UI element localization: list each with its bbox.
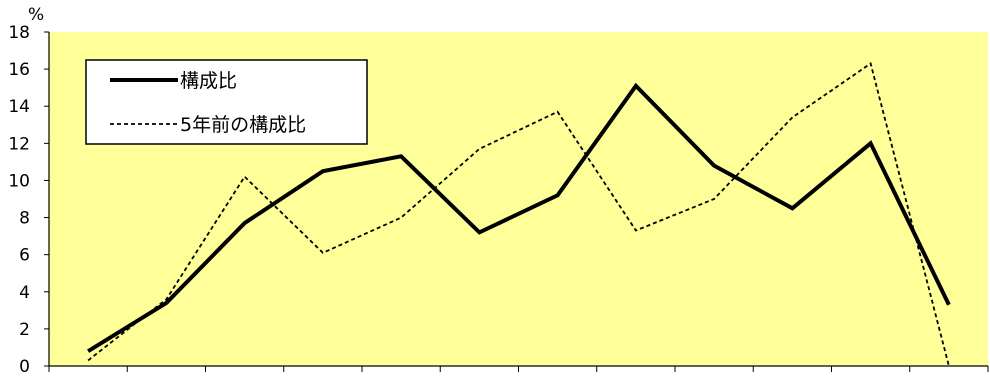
y-axis-unit-label: %: [28, 5, 44, 25]
legend-label-composition-ratio: 構成比: [180, 70, 237, 92]
series-line-five-years-ago: [87, 62, 950, 367]
series-layer: [87, 62, 951, 367]
y-tick-label: 6: [19, 246, 30, 266]
axes: 0 2 4 6 8 10 12 14 16 18: [8, 23, 989, 377]
y-tick-label: 12: [8, 134, 30, 154]
y-tick-label: 14: [8, 97, 30, 117]
legend: 構成比 5年前の構成比: [85, 59, 368, 145]
y-tick-label: 2: [19, 320, 30, 340]
y-tick-label: 16: [8, 60, 30, 80]
y-tick-label: 4: [19, 283, 30, 303]
legend-box: [85, 59, 368, 145]
y-tick-label: 18: [8, 23, 30, 43]
y-tick-label: 10: [8, 171, 30, 191]
series-line-composition-ratio: [87, 82, 951, 353]
y-tick-label: 0: [19, 357, 30, 377]
legend-label-composition-ratio-five-years-ago: 5年前の構成比: [180, 114, 306, 136]
y-tick-label: 8: [19, 209, 30, 229]
